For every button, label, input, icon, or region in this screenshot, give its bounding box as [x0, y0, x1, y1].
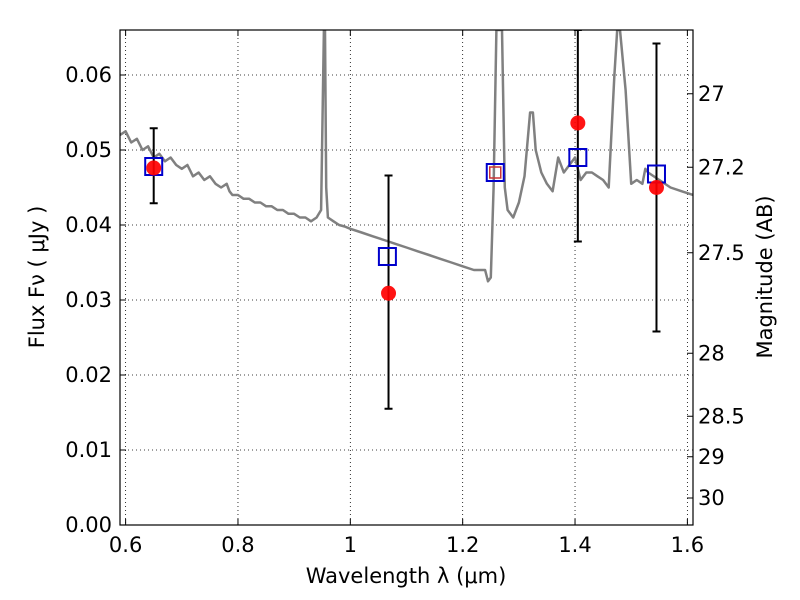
photometry-square — [485, 163, 505, 182]
y-tick-label: 0.00 — [65, 513, 112, 537]
y-tick-label: 0.04 — [65, 213, 112, 237]
y-axis-label: Flux Fν ( μJy ) — [25, 206, 49, 349]
y-tick-label: 0.02 — [65, 363, 112, 387]
y-tick-label: 0.05 — [65, 138, 112, 162]
axis-ticks — [120, 30, 693, 526]
model-square — [489, 166, 502, 179]
right-axis-label: Magnitude (AB) — [753, 195, 777, 358]
x-axis-label: Wavelength λ (μm) — [306, 564, 507, 588]
plot-frame — [119, 29, 694, 526]
right-tick-label: 28 — [698, 341, 725, 365]
x-tick-label: 1.4 — [558, 533, 591, 557]
photometry-square — [568, 148, 588, 167]
right-tick-label: 28.5 — [698, 404, 745, 428]
measured-point — [648, 180, 664, 195]
measured-point — [146, 160, 162, 176]
y-tick-label: 0.01 — [65, 438, 112, 462]
y-tick-label: 0.03 — [65, 288, 112, 312]
measured-point — [381, 285, 397, 301]
measured-point — [570, 115, 586, 131]
x-tick-label: 1.2 — [446, 533, 479, 557]
x-tick-label: 1 — [344, 533, 357, 557]
y-tick-label: 0.06 — [65, 63, 112, 87]
right-tick-label: 30 — [698, 486, 725, 510]
spectrum-line — [120, 30, 693, 283]
x-tick-label: 1.6 — [671, 533, 704, 557]
grid — [120, 30, 693, 526]
plot-background — [120, 30, 693, 525]
right-tick-label: 29 — [698, 445, 725, 469]
x-tick-label: 0.8 — [221, 533, 254, 557]
photometry-square — [377, 247, 397, 266]
x-tick-label: 0.6 — [109, 533, 142, 557]
axis-tick-labels: 0.6 0.8 1 1.2 1.4 1.6 0.00 0.01 0.02 0.03 0.04 0.05… — [65, 63, 745, 557]
right-tick-label: 27.5 — [698, 241, 745, 265]
model-spectrum — [120, 30, 693, 283]
right-tick-label: 27 — [698, 82, 725, 106]
right-tick-label: 27.2 — [698, 155, 745, 179]
data-markers — [144, 115, 666, 301]
